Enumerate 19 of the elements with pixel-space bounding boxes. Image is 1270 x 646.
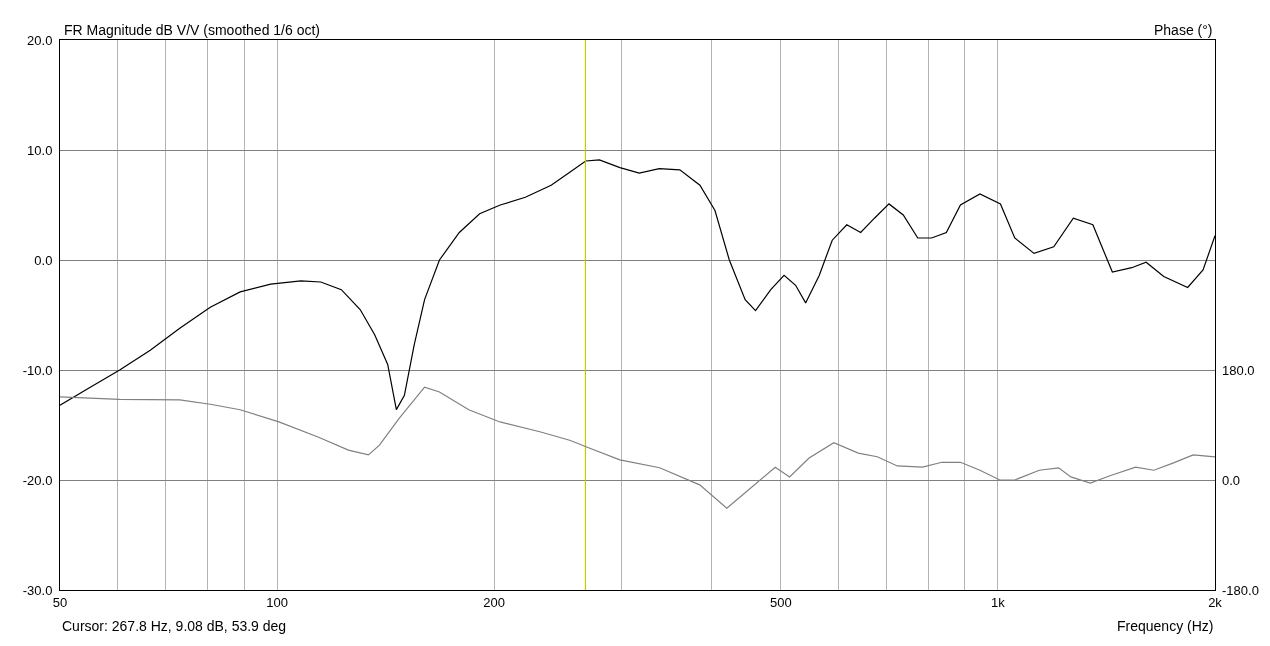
y-tick-label: -30.0	[22, 582, 53, 598]
y2-axis-title: Phase (°)	[1154, 22, 1213, 38]
x-tick-label: 50	[52, 594, 68, 610]
x-tick-label: 500	[770, 594, 792, 610]
x-axis-title: Frequency (Hz)	[1117, 618, 1214, 634]
y-tick-label: 0.0	[34, 252, 53, 268]
x-tick-label: 2k	[1208, 594, 1223, 610]
chart-title: FR Magnitude dB V/V (smoothed 1/6 oct)	[64, 22, 321, 38]
text: Cursor: 267.8 Hz, 9.08 dB, 53.9 deg	[62, 618, 287, 634]
y2-tick-label: -180.0	[1222, 582, 1259, 598]
y-tick-label: 20.0	[27, 32, 53, 48]
y-tick-label: -10.0	[22, 362, 53, 378]
y2-tick-label: 180.0	[1222, 362, 1255, 378]
x-tick-label: 1k	[991, 594, 1006, 610]
x-tick-label: 200	[483, 594, 505, 610]
y-tick-label: 10.0	[27, 142, 53, 158]
y2-tick-label: 0.0	[1222, 472, 1241, 488]
x-tick-label: 100	[266, 594, 288, 610]
y-tick-label: -20.0	[22, 472, 53, 488]
